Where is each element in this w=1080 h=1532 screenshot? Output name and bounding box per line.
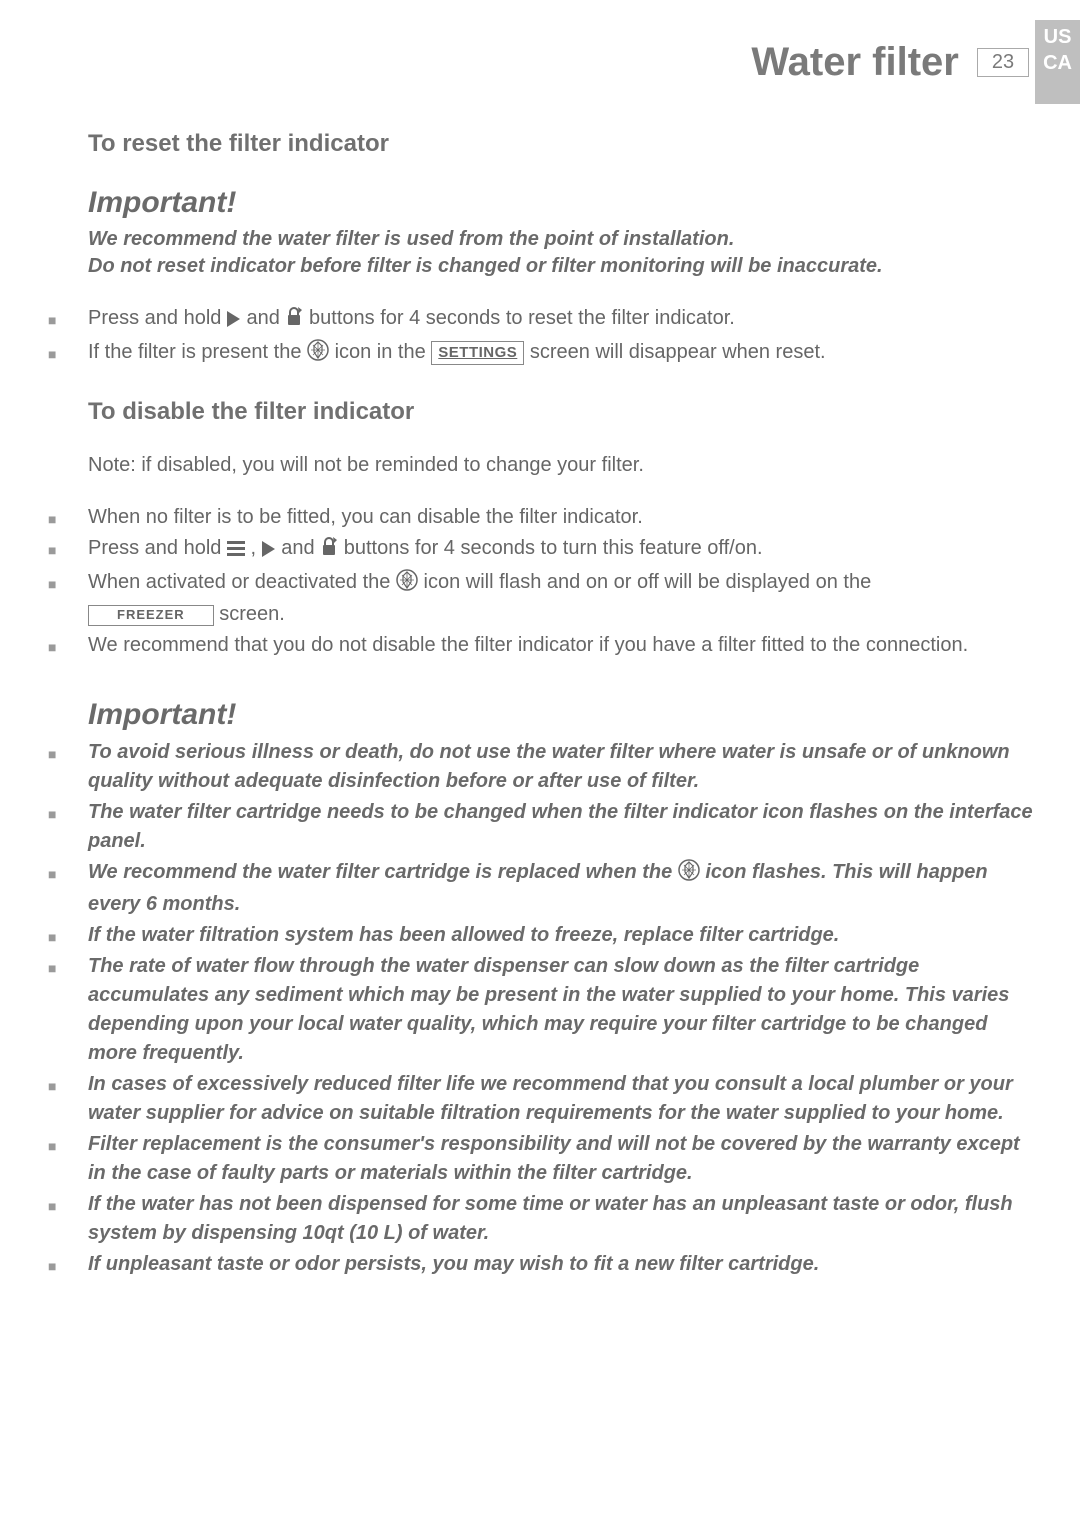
text: When no filter is to be fitted, you can … xyxy=(88,503,1040,532)
text: and xyxy=(247,307,286,329)
text: We recommend that you do not disable the… xyxy=(88,631,1040,660)
bullet-icon: ■ xyxy=(48,798,88,856)
important-item-6: ■ In cases of excessively reduced filter… xyxy=(48,1070,1040,1128)
disable-bullet-4: ■ We recommend that you do not disable t… xyxy=(48,631,1040,660)
bullet-icon: ■ xyxy=(48,1190,88,1248)
text: We recommend the water filter cartridge … xyxy=(88,861,678,883)
bullet-icon: ■ xyxy=(48,631,88,660)
important-item-1: ■ To avoid serious illness or death, do … xyxy=(48,738,1040,796)
disable-bullet-list: ■ When no filter is to be fitted, you ca… xyxy=(48,503,1040,660)
text: If the filter is present the xyxy=(88,341,307,363)
text: Press and hold xyxy=(88,537,227,559)
disable-heading: To disable the filter indicator xyxy=(88,398,1040,426)
bullet-icon: ■ xyxy=(48,503,88,532)
filter-circle-icon xyxy=(396,569,418,600)
text: If the water filtration system has been … xyxy=(88,921,1040,950)
important-item-8: ■ If the water has not been dispensed fo… xyxy=(48,1190,1040,1248)
important-title-1: Important! xyxy=(88,186,1040,220)
important-list: ■ To avoid serious illness or death, do … xyxy=(48,738,1040,1279)
text: In cases of excessively reduced filter l… xyxy=(88,1070,1040,1128)
reset-heading: To reset the filter indicator xyxy=(88,130,1040,158)
bullet-icon: ■ xyxy=(48,568,88,629)
bullet-icon: ■ xyxy=(48,1250,88,1279)
header-title: Water filter xyxy=(751,40,958,85)
region-ca: CA xyxy=(1043,50,1072,76)
lock-icon xyxy=(320,537,338,566)
page-number: 23 xyxy=(977,48,1029,77)
important-title-2: Important! xyxy=(88,698,1040,732)
text: buttons for 4 seconds to reset the filte… xyxy=(309,307,735,329)
lock-icon xyxy=(285,307,303,336)
settings-box: SETTINGS xyxy=(431,341,524,365)
play-icon xyxy=(262,537,276,566)
text: Filter replacement is the consumer's res… xyxy=(88,1130,1040,1188)
bullet-icon: ■ xyxy=(48,921,88,950)
reset-bullet-1: ■ Press and hold and buttons for 4 secon… xyxy=(48,304,1040,336)
page-header: Water filter 23 US CA xyxy=(751,20,1080,104)
filter-circle-icon xyxy=(307,339,329,370)
important-item-9: ■ If unpleasant taste or odor persists, … xyxy=(48,1250,1040,1279)
text: screen. xyxy=(219,603,285,625)
text: The water filter cartridge needs to be c… xyxy=(88,798,1040,856)
bullet-icon: ■ xyxy=(48,738,88,796)
important-item-4: ■ If the water filtration system has bee… xyxy=(48,921,1040,950)
text: , xyxy=(251,537,262,559)
text: icon will flash and on or off will be di… xyxy=(424,571,872,593)
bullet-icon: ■ xyxy=(48,338,88,370)
bullet-icon: ■ xyxy=(48,1130,88,1188)
reset-bullet-2: ■ If the filter is present the icon in t… xyxy=(48,338,1040,370)
text: and xyxy=(281,537,320,559)
disable-bullet-1: ■ When no filter is to be fitted, you ca… xyxy=(48,503,1040,532)
text: The rate of water flow through the water… xyxy=(88,952,1040,1068)
reset-bullet-list: ■ Press and hold and buttons for 4 secon… xyxy=(48,304,1040,370)
page-content: To reset the filter indicator Important!… xyxy=(88,130,1040,1307)
important-item-7: ■ Filter replacement is the consumer's r… xyxy=(48,1130,1040,1188)
important-line2: Do not reset indicator before filter is … xyxy=(88,255,883,277)
important-item-3: ■ We recommend the water filter cartridg… xyxy=(48,858,1040,919)
bullet-icon: ■ xyxy=(48,304,88,336)
filter-circle-icon xyxy=(678,859,700,890)
text: To avoid serious illness or death, do no… xyxy=(88,738,1040,796)
bullet-icon: ■ xyxy=(48,858,88,919)
text: icon in the xyxy=(335,341,432,363)
bullet-icon: ■ xyxy=(48,1070,88,1128)
disable-bullet-3: ■ When activated or deactivated the icon… xyxy=(48,568,1040,629)
play-icon xyxy=(227,307,241,336)
text: If unpleasant taste or odor persists, yo… xyxy=(88,1250,1040,1279)
menu-icon xyxy=(227,537,245,566)
bullet-icon: ■ xyxy=(48,534,88,566)
text: Press and hold xyxy=(88,307,227,329)
text: buttons for 4 seconds to turn this featu… xyxy=(344,537,763,559)
important-line1: We recommend the water filter is used fr… xyxy=(88,228,734,250)
text: If the water has not been dispensed for … xyxy=(88,1190,1040,1248)
disable-note: Note: if disabled, you will not be remin… xyxy=(88,454,1040,477)
important-item-5: ■ The rate of water flow through the wat… xyxy=(48,952,1040,1068)
important-item-2: ■ The water filter cartridge needs to be… xyxy=(48,798,1040,856)
region-tab: US CA xyxy=(1035,20,1080,104)
freezer-box: FREEZER xyxy=(88,605,214,626)
region-us: US xyxy=(1043,24,1072,50)
text: When activated or deactivated the xyxy=(88,571,396,593)
important-subtext-1: We recommend the water filter is used fr… xyxy=(88,226,1040,280)
text: screen will disappear when reset. xyxy=(530,341,826,363)
disable-bullet-2: ■ Press and hold , and buttons for 4 sec… xyxy=(48,534,1040,566)
bullet-icon: ■ xyxy=(48,952,88,1068)
